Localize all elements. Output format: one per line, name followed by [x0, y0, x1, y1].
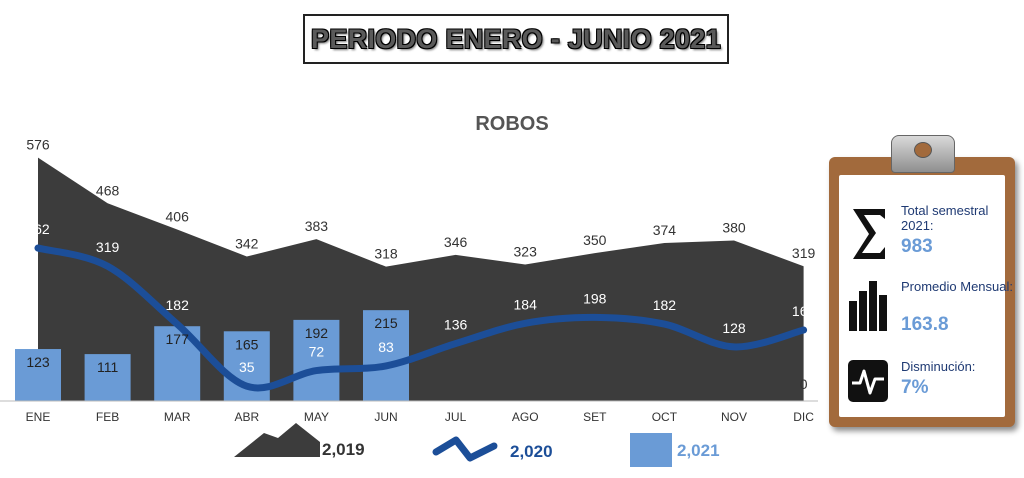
- line-2020-label: 182: [166, 297, 190, 313]
- line-2020-label: 35: [239, 359, 255, 375]
- page-title: PERIODO ENERO - JUNIO 2021: [311, 23, 721, 54]
- summary-clipboard: Total semestral 2021: 983 Promedio Mensu…: [829, 135, 1015, 427]
- clip-icon: [891, 135, 955, 173]
- line-2020-label: 182: [653, 297, 677, 313]
- legend-2020-label: 2,020: [510, 442, 553, 461]
- title-box: PERIODO ENERO - JUNIO 2021: [303, 14, 729, 64]
- line-2020-label: 319: [96, 239, 120, 255]
- x-tick-label: AGO: [512, 410, 539, 424]
- bar-2021-label: 165: [235, 336, 259, 352]
- clipboard-paper: Total semestral 2021: 983 Promedio Mensu…: [839, 175, 1013, 417]
- area-2019-label: 342: [235, 236, 259, 252]
- area-2019-label: 380: [722, 219, 746, 235]
- area-2019-label: 346: [444, 234, 468, 250]
- x-tick-label: SET: [583, 410, 607, 424]
- x-tick-label: MAR: [164, 410, 191, 424]
- area-2019-label: 374: [653, 222, 677, 238]
- decrease-value: 7%: [901, 377, 929, 398]
- legend-2019-label: 2,019: [322, 440, 365, 459]
- x-tick-label: FEB: [96, 410, 119, 424]
- area-2019-label: 468: [96, 182, 120, 198]
- decrease-label: Disminución:: [901, 359, 976, 374]
- x-tick-label: MAY: [304, 410, 329, 424]
- legend-bar-swatch: [630, 433, 672, 467]
- area-2019-label: 319: [792, 245, 816, 261]
- line-2020-label: 362: [26, 221, 50, 237]
- bar-2021: [293, 319, 340, 401]
- average-value: 163.8: [901, 314, 949, 335]
- line-2020-label: 184: [514, 296, 538, 312]
- bar-2021: [363, 310, 409, 401]
- bar-2021-label: 177: [166, 331, 190, 347]
- area-2019-label: 576: [26, 137, 50, 153]
- area-2019-label: 406: [166, 208, 190, 224]
- area-2019-label: 323: [514, 244, 538, 260]
- pulse-icon: [848, 360, 888, 402]
- bar-chart-icon: [849, 281, 887, 331]
- line-2020: [34, 244, 808, 392]
- x-tick-label: JUN: [374, 410, 397, 424]
- line-2020-label: 136: [444, 317, 468, 333]
- x-tick-label: JUL: [445, 410, 467, 424]
- average-label: Promedio Mensual:: [901, 279, 1013, 294]
- bar-2021-label: 0: [800, 376, 808, 392]
- bar-2021-label: 215: [374, 315, 398, 331]
- legend-area-swatch: [234, 423, 320, 457]
- area-2019: [38, 157, 804, 401]
- area-2019-label: 318: [374, 246, 398, 262]
- line-2020-label: 168: [792, 303, 816, 319]
- legend-line-swatch: [432, 436, 498, 462]
- bar-2021: [84, 354, 131, 401]
- sigma-icon: [853, 209, 885, 259]
- line-2020-label: 72: [309, 344, 325, 360]
- bar-2021-label: 123: [26, 354, 50, 370]
- area-2019-label: 383: [305, 218, 329, 234]
- chart-title: ROBOS: [475, 113, 548, 135]
- bar-2021-label: 111: [97, 359, 118, 375]
- line-2020-label: 128: [722, 320, 746, 336]
- x-tick-label: DIC: [793, 410, 814, 424]
- x-tick-label: ABR: [234, 410, 259, 424]
- total-label: Total semestral 2021:: [901, 203, 989, 233]
- area-2019-label: 350: [583, 232, 607, 248]
- line-2020-label: 83: [378, 339, 394, 355]
- bar-2021: [15, 349, 61, 401]
- x-tick-label: OCT: [652, 410, 678, 424]
- line-2020-label: 198: [583, 290, 607, 306]
- x-tick-label: NOV: [721, 410, 747, 424]
- legend-2021-label: 2,021: [677, 441, 720, 460]
- bar-2021-label: 192: [305, 325, 329, 341]
- x-tick-label: ENE: [26, 410, 51, 424]
- total-value: 983: [901, 236, 933, 257]
